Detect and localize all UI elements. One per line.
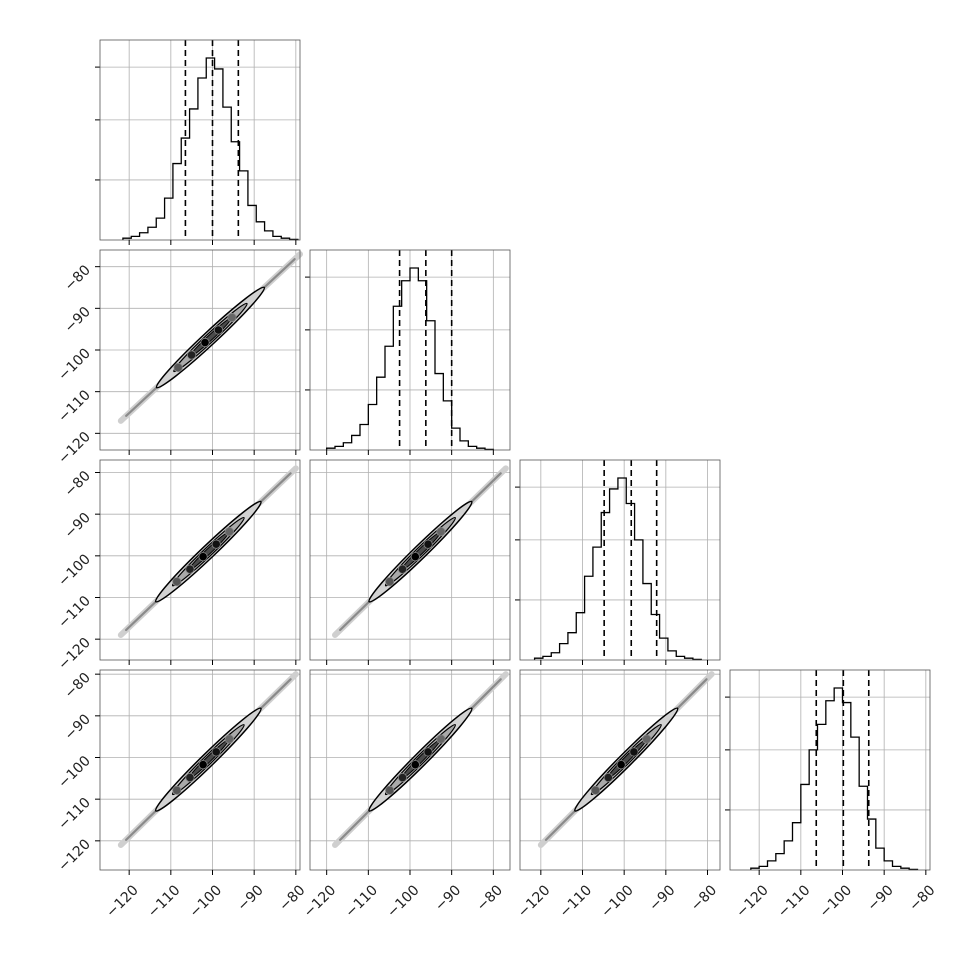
y-tick-label: −80: [62, 670, 94, 702]
histogram-panel-1: [95, 39, 301, 245]
density-contours: [154, 500, 262, 603]
density-contours: [368, 500, 473, 603]
density-peak-2: [185, 564, 195, 574]
x-tick-label: −100: [187, 882, 226, 921]
y-tick-label: −80: [62, 262, 94, 294]
x-tick-label: −80: [688, 882, 720, 914]
x-tick-label: −110: [342, 882, 381, 921]
panel-frame: [99, 459, 301, 661]
density-contours: [574, 707, 679, 812]
x-tick-label: −100: [817, 882, 856, 921]
density-peak-2: [397, 564, 408, 574]
density-peak-4: [423, 747, 433, 757]
x-tick-label: −120: [733, 882, 772, 921]
density-peak-5: [224, 527, 234, 537]
density-contours: [155, 286, 266, 389]
y-tick-label: −80: [62, 468, 94, 500]
density-peak-1: [385, 577, 395, 587]
x-tick-label: −80: [906, 882, 938, 914]
y-tick-label: −110: [55, 795, 94, 834]
x-tick-label: −110: [557, 882, 596, 921]
density-peak-2: [603, 772, 613, 783]
scatter-panel-2-1: [309, 459, 511, 665]
histogram-panel-2: [305, 249, 511, 455]
density-contours: [368, 707, 473, 812]
x-tick-label: −90: [432, 882, 464, 914]
y-tick-label: −120: [55, 429, 94, 468]
panel-frame: [99, 669, 301, 871]
density-peak-1: [172, 785, 182, 795]
density-peak-3: [410, 552, 420, 562]
x-tick-label: −80: [474, 882, 506, 914]
x-tick-label: −90: [865, 882, 897, 914]
y-tick-label: −100: [55, 551, 94, 590]
density-peak-3: [198, 760, 208, 770]
x-tick-label: −110: [145, 882, 184, 921]
panel-frame: [99, 39, 301, 241]
histogram-panel-4: [725, 669, 931, 875]
density-peak-5: [642, 734, 652, 744]
y-tick-label: −90: [62, 510, 94, 542]
density-contours: [154, 707, 262, 812]
density-peak-5: [227, 312, 237, 323]
histogram-steps: [326, 267, 494, 451]
density-peak-5: [224, 734, 234, 744]
density-peak-2: [397, 772, 408, 783]
density-peak-3: [616, 760, 626, 770]
density-peak-1: [590, 785, 601, 795]
density-peak-3: [200, 337, 210, 348]
density-peak-5: [436, 527, 446, 537]
x-tick-label: −100: [384, 882, 423, 921]
panel-frame: [519, 669, 721, 871]
panel-frame: [519, 459, 721, 661]
x-tick-label: −110: [775, 882, 814, 921]
density-peak-4: [423, 539, 433, 549]
histogram-panel-3: [515, 459, 721, 665]
panel-frame: [729, 669, 931, 871]
y-tick-label: −100: [55, 753, 94, 792]
density-peak-1: [385, 785, 395, 795]
density-peak-2: [187, 350, 197, 360]
density-peak-4: [629, 747, 639, 757]
x-tick-label: −120: [515, 882, 554, 921]
y-tick-label: −90: [62, 711, 94, 743]
density-peak-4: [211, 747, 221, 757]
x-tick-label: −120: [301, 882, 340, 921]
y-tick-label: −120: [55, 635, 94, 674]
y-tick-label: −110: [55, 387, 94, 426]
density-peak-4: [213, 325, 224, 335]
density-peak-4: [211, 539, 221, 549]
x-tick-label: −90: [235, 882, 267, 914]
density-peak-3: [198, 552, 208, 562]
density-peak-1: [173, 362, 183, 373]
scatter-panel-3-0: −120−110−100 −90 −80: [55, 669, 301, 875]
x-tick-label: −120: [103, 882, 142, 921]
y-tick-label: −90: [62, 304, 94, 336]
scatter-panel-3-1: [309, 669, 511, 875]
scatter-panel-2-0: −120−110−100 −90 −80: [55, 459, 301, 674]
x-tick-label: −90: [646, 882, 678, 914]
histogram-steps: [533, 477, 702, 661]
density-peak-1: [172, 577, 182, 587]
histogram-steps: [750, 687, 919, 871]
x-tick-label: −100: [598, 882, 637, 921]
histogram-steps: [122, 57, 299, 241]
density-peak-2: [185, 772, 195, 783]
density-peak-3: [410, 760, 420, 770]
scatter-panel-3-2: [519, 669, 721, 875]
y-tick-label: −120: [55, 836, 94, 875]
scatter-panel-1-0: −120−110−100 −90 −80: [55, 249, 303, 468]
y-tick-label: −110: [55, 593, 94, 632]
density-peak-5: [436, 734, 446, 744]
y-tick-label: −100: [55, 346, 94, 385]
